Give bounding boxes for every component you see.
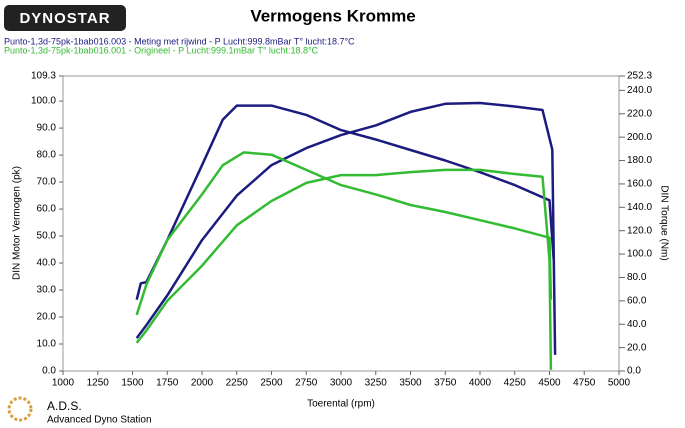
y-tick-label: 90.0 (37, 123, 57, 134)
footer-logo (7, 396, 33, 422)
x-tick-label: 2750 (295, 378, 318, 389)
x-tick-label: 1000 (52, 378, 75, 389)
legend-entry: Punto-1,3d-75pk-1bab016.001 - Origineel … (4, 45, 319, 55)
y2-tick-label: 60.0 (627, 295, 647, 306)
x-tick-label: 1750 (156, 378, 179, 389)
y2-tick-label: 180.0 (627, 155, 652, 166)
x-tick-label: 1500 (121, 378, 144, 389)
chart-title: Vermogens Kromme (250, 6, 415, 25)
y-tick-label: 60.0 (37, 204, 57, 215)
series-line (135, 151, 553, 316)
x-tick-label: 2250 (226, 378, 249, 389)
y2-tick-label: 160.0 (627, 179, 652, 190)
x-tick-label: 1250 (87, 378, 110, 389)
y2-tick-label: 120.0 (627, 225, 652, 236)
x-tick-label: 4250 (504, 378, 527, 389)
y2-tick-label: 100.0 (627, 249, 652, 260)
y2-tick-label: 140.0 (627, 202, 652, 213)
y2-tick-label: 240.0 (627, 85, 652, 96)
x-tick-label: 3000 (330, 378, 353, 389)
y2-tick-label: 40.0 (627, 319, 647, 330)
legend-entry: Punto-1,3d-75pk-1bab016.003 - Meting met… (4, 36, 355, 46)
series-line (135, 101, 557, 355)
y-tick-label: 100.0 (31, 96, 56, 107)
logo-box (4, 5, 126, 31)
x-tick-label: 4750 (573, 378, 596, 389)
y2-tick-label: 220.0 (627, 108, 652, 119)
y2-axis-label: DIN Torque (Nm) (658, 185, 669, 260)
y-tick-label: 30.0 (37, 285, 57, 296)
y-axis-label: DIN Motor Vermogen (pk) (12, 166, 23, 280)
x-axis-label: Toerental (rpm) (307, 399, 375, 410)
series-line (135, 168, 553, 370)
footer-title: A.D.S. (47, 399, 82, 413)
y-tick-label: 50.0 (37, 231, 57, 242)
logo: DYNOSTAR (19, 10, 110, 27)
y-tick-label: 20.0 (37, 312, 57, 323)
y2-tick-label: 20.0 (627, 342, 647, 353)
x-tick-label: 2000 (191, 378, 214, 389)
x-tick-label: 3500 (399, 378, 422, 389)
y-tick-label: 109.3 (31, 71, 56, 82)
footer-subtitle: Advanced Dyno Station (47, 415, 152, 426)
y-tick-label: 0.0 (42, 366, 56, 377)
x-tick-label: 3250 (365, 378, 388, 389)
y2-tick-label: 252.3 (627, 71, 652, 82)
x-tick-label: 3750 (434, 378, 457, 389)
x-tick-label: 4000 (469, 378, 492, 389)
y2-tick-label: 80.0 (627, 272, 647, 283)
y-tick-label: 80.0 (37, 150, 57, 161)
y-tick-label: 70.0 (37, 177, 57, 188)
x-tick-label: 4500 (538, 378, 561, 389)
y2-tick-label: 200.0 (627, 132, 652, 143)
x-tick-label: 5000 (608, 378, 631, 389)
y2-tick-label: 0.0 (627, 366, 641, 377)
x-tick-label: 2500 (260, 378, 283, 389)
y-tick-label: 10.0 (37, 339, 57, 350)
y-tick-label: 40.0 (37, 258, 57, 269)
